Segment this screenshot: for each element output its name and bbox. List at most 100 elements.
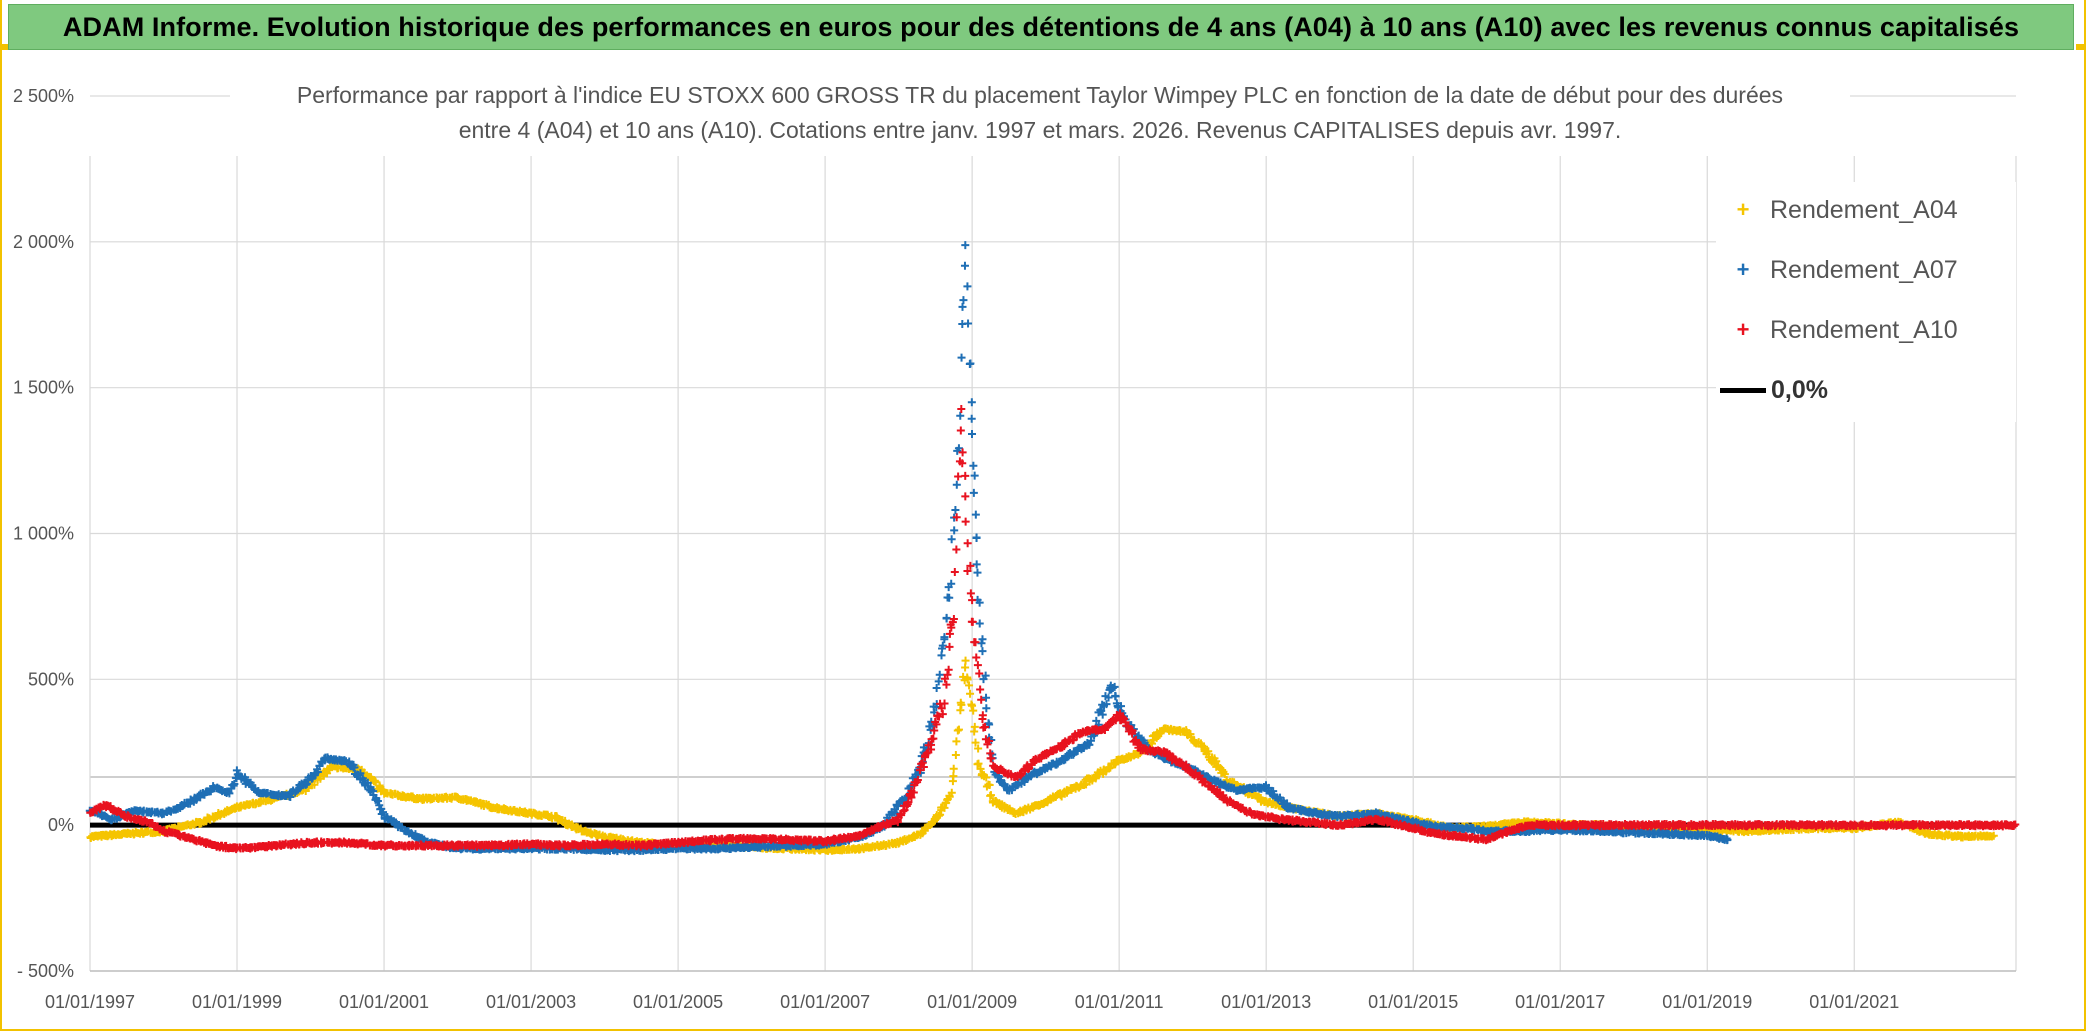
data-point-a04 bbox=[945, 792, 954, 801]
data-point-a07 bbox=[969, 461, 978, 470]
x-tick-label: 01/01/1997 bbox=[45, 992, 135, 1012]
data-point-a07 bbox=[964, 319, 973, 328]
data-point-a04 bbox=[1220, 770, 1229, 779]
data-point-a10 bbox=[937, 704, 946, 713]
data-point-a07 bbox=[970, 471, 979, 480]
data-point-a04 bbox=[974, 759, 983, 768]
data-point-a10 bbox=[958, 459, 967, 468]
data-point-a10 bbox=[943, 670, 952, 679]
data-point-a07 bbox=[940, 635, 949, 644]
data-point-a10 bbox=[940, 674, 949, 683]
data-point-a07 bbox=[379, 808, 388, 817]
data-point-a10 bbox=[952, 513, 961, 522]
data-point-a04 bbox=[947, 788, 956, 797]
data-point-a07 bbox=[935, 670, 944, 679]
x-tick-label: 01/01/1999 bbox=[192, 992, 282, 1012]
data-point-a07 bbox=[967, 414, 976, 423]
data-point-a10 bbox=[945, 629, 954, 638]
data-point-a07 bbox=[1110, 682, 1119, 691]
data-point-a10 bbox=[961, 471, 970, 480]
data-point-a10 bbox=[900, 806, 909, 815]
data-point-a07 bbox=[1098, 710, 1107, 719]
data-point-a07 bbox=[230, 779, 239, 788]
data-point-a07 bbox=[947, 579, 956, 588]
data-point-a10 bbox=[909, 788, 918, 797]
data-point-a07 bbox=[1096, 706, 1105, 715]
data-point-a07 bbox=[350, 763, 359, 772]
data-point-a07 bbox=[938, 641, 947, 650]
data-point-a04 bbox=[982, 773, 991, 782]
data-point-a10 bbox=[968, 596, 977, 605]
data-point-a04 bbox=[936, 810, 945, 819]
x-tick-label: 01/01/2003 bbox=[486, 992, 576, 1012]
data-point-a07 bbox=[961, 241, 970, 250]
data-point-a07 bbox=[972, 560, 981, 569]
data-point-a10 bbox=[952, 545, 961, 554]
x-tick-label: 01/01/2009 bbox=[927, 992, 1017, 1012]
data-point-a04 bbox=[961, 656, 970, 665]
data-point-a10 bbox=[976, 685, 985, 694]
data-point-a07 bbox=[963, 282, 972, 291]
data-point-a04 bbox=[949, 772, 958, 781]
data-point-a07 bbox=[966, 359, 975, 368]
data-point-a07 bbox=[975, 598, 984, 607]
data-point-a04 bbox=[970, 722, 979, 731]
data-point-a10 bbox=[981, 722, 990, 731]
data-point-a10 bbox=[956, 426, 965, 435]
data-point-a10 bbox=[944, 665, 953, 674]
data-point-a10 bbox=[918, 758, 927, 767]
data-point-a10 bbox=[904, 798, 913, 807]
data-point-a07 bbox=[975, 619, 984, 628]
data-point-a07 bbox=[945, 593, 954, 602]
data-point-a10 bbox=[966, 589, 975, 598]
data-point-a07 bbox=[956, 411, 965, 420]
data-point-a04 bbox=[1212, 757, 1221, 766]
data-point-a10 bbox=[978, 715, 987, 724]
frame-corner-right bbox=[2076, 44, 2086, 50]
data-point-a04 bbox=[965, 681, 974, 690]
data-point-a10 bbox=[932, 720, 941, 729]
banner-title: ADAM Informe. Evolution historique des p… bbox=[62, 11, 2020, 42]
data-point-a04 bbox=[986, 791, 995, 800]
y-tick-label: 500% bbox=[28, 669, 74, 689]
data-point-a10 bbox=[945, 642, 954, 651]
series-a10 bbox=[86, 405, 2020, 854]
data-point-a10 bbox=[950, 568, 959, 577]
data-point-a07 bbox=[985, 720, 994, 729]
data-point-a10 bbox=[929, 734, 938, 743]
data-point-a07 bbox=[957, 353, 966, 362]
x-tick-label: 01/01/2017 bbox=[1515, 992, 1605, 1012]
data-point-a10 bbox=[954, 472, 963, 481]
data-point-a10 bbox=[938, 710, 947, 719]
y-tick-label: 2 000% bbox=[13, 232, 74, 252]
data-point-a07 bbox=[978, 647, 987, 656]
data-point-a10 bbox=[985, 736, 994, 745]
data-point-a04 bbox=[956, 698, 965, 707]
data-point-a10 bbox=[1128, 729, 1137, 738]
data-point-a07 bbox=[373, 797, 382, 806]
data-point-a10 bbox=[971, 638, 980, 647]
data-point-a07 bbox=[1111, 691, 1120, 700]
data-point-a07 bbox=[937, 651, 946, 660]
data-point-a04 bbox=[966, 689, 975, 698]
data-point-a10 bbox=[968, 617, 977, 626]
data-point-a07 bbox=[950, 526, 959, 535]
x-tick-label: 01/01/2021 bbox=[1809, 992, 1899, 1012]
data-point-a10 bbox=[919, 762, 928, 771]
x-tick-label: 01/01/2011 bbox=[1075, 992, 1164, 1012]
data-point-a07 bbox=[967, 398, 976, 407]
data-point-a07 bbox=[225, 789, 234, 798]
data-point-a07 bbox=[947, 535, 956, 544]
data-point-a04 bbox=[951, 751, 960, 760]
data-point-a04 bbox=[954, 725, 963, 734]
data-point-a04 bbox=[963, 675, 972, 684]
data-point-a07 bbox=[1102, 700, 1111, 709]
data-point-a10 bbox=[961, 492, 970, 501]
x-tick-label: 01/01/2005 bbox=[633, 992, 723, 1012]
x-tick-label: 01/01/2013 bbox=[1221, 992, 1311, 1012]
data-point-a07 bbox=[1084, 740, 1093, 749]
data-point-a07 bbox=[982, 693, 991, 702]
data-point-a07 bbox=[981, 671, 990, 680]
axis-labels: - 500%0%500%1 000%1 500%2 000%2 500%01/0… bbox=[13, 86, 1899, 1012]
frame-corner-left bbox=[0, 44, 10, 50]
